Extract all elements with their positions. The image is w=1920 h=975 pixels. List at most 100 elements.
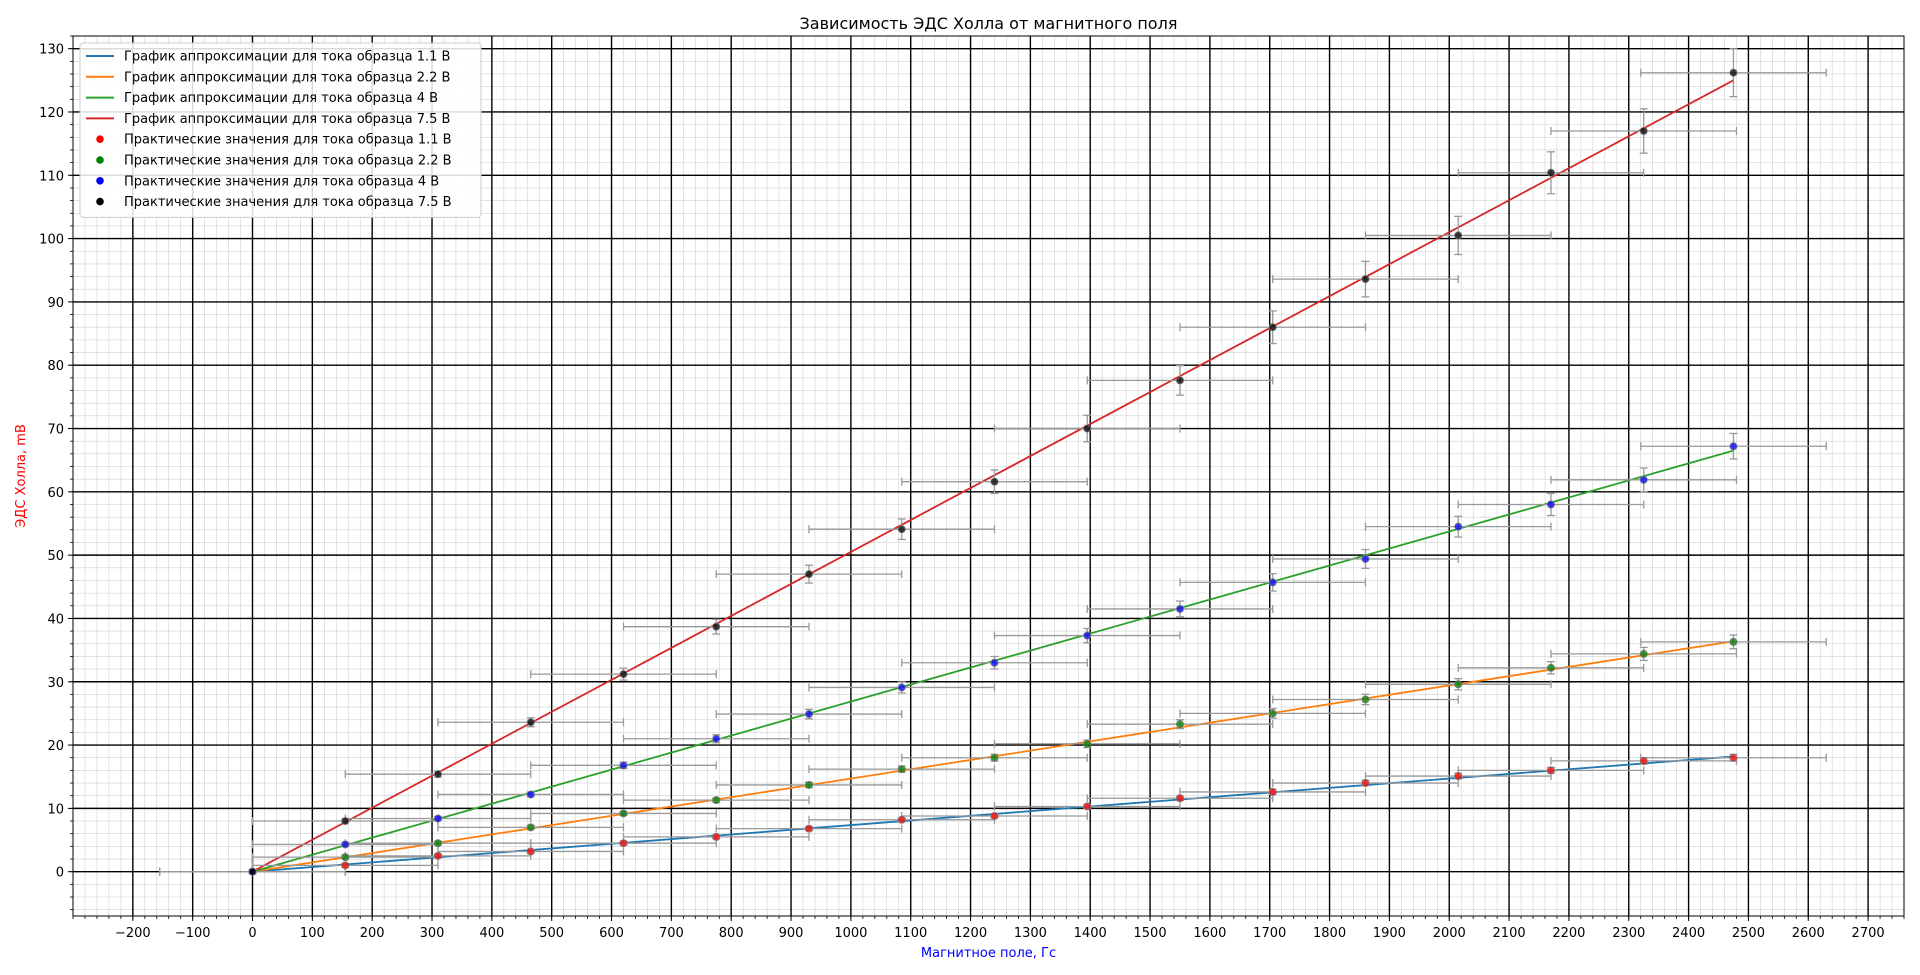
- x-tick-label: 200: [360, 926, 385, 941]
- x-tick-label: 1200: [954, 926, 987, 941]
- data-point: [1083, 802, 1092, 811]
- data-point: [1175, 376, 1184, 385]
- x-tick-label: 2500: [1732, 926, 1765, 941]
- data-point: [1361, 779, 1370, 788]
- legend-label: График аппроксимации для тока образца 4 …: [124, 91, 438, 106]
- data-point: [712, 796, 721, 805]
- data-point: [434, 839, 443, 848]
- data-points: [248, 68, 1738, 876]
- x-tick-label: 500: [539, 926, 564, 941]
- x-tick-label: 2300: [1612, 926, 1645, 941]
- y-tick-label: 30: [47, 676, 64, 691]
- x-tick-label: 800: [719, 926, 744, 941]
- legend-dot-swatch: [96, 177, 104, 185]
- data-point: [1546, 766, 1555, 775]
- data-point: [434, 851, 443, 860]
- legend-dot-swatch: [96, 156, 104, 164]
- legend-label: Практические значения для тока образца 1…: [124, 133, 452, 148]
- x-tick-label: 1100: [894, 926, 927, 941]
- x-tick-label: 1700: [1253, 926, 1286, 941]
- x-tick-label: 2000: [1433, 926, 1466, 941]
- data-point: [1268, 787, 1277, 796]
- chart-title: Зависимость ЭДС Холла от магнитного поля: [800, 14, 1178, 33]
- data-point: [1546, 500, 1555, 509]
- x-tick-label: 100: [300, 926, 325, 941]
- legend-dot-swatch: [96, 197, 104, 206]
- data-point: [434, 770, 443, 779]
- data-point: [248, 867, 257, 876]
- y-tick-label: 50: [47, 549, 64, 564]
- y-tick-label: 10: [47, 802, 64, 817]
- legend-label: Практические значения для тока образца 4…: [124, 174, 439, 189]
- data-point: [712, 622, 721, 631]
- legend: График аппроксимации для тока образца 1.…: [79, 42, 482, 218]
- x-tick-label: 2100: [1493, 926, 1526, 941]
- x-tick-label: 2600: [1792, 926, 1825, 941]
- y-tick-label: 0: [56, 866, 64, 881]
- data-point: [990, 658, 999, 667]
- x-axis-label: Магнитное поле, Гс: [921, 946, 1056, 961]
- data-point: [1454, 231, 1463, 240]
- x-tick-label: 1600: [1193, 926, 1226, 941]
- major-grid: [73, 36, 1904, 916]
- data-point: [1175, 720, 1184, 729]
- legend-label: График аппроксимации для тока образца 7.…: [124, 112, 450, 127]
- data-point: [434, 814, 443, 823]
- x-tick-label: 600: [599, 926, 624, 941]
- data-point: [990, 477, 999, 486]
- data-point: [712, 734, 721, 743]
- data-point: [341, 840, 350, 849]
- data-point: [526, 790, 535, 799]
- legend-label: Практические значения для тока образца 7…: [124, 195, 452, 210]
- legend-label: Практические значения для тока образца 2…: [124, 154, 452, 169]
- y-tick-label: 130: [39, 43, 64, 58]
- data-point: [1546, 663, 1555, 672]
- data-point: [1175, 794, 1184, 803]
- data-point: [1268, 709, 1277, 718]
- x-tick-label: 1400: [1074, 926, 1107, 941]
- data-point: [1729, 442, 1738, 451]
- data-point: [1361, 554, 1370, 563]
- legend-label: График аппроксимации для тока образца 1.…: [124, 50, 450, 65]
- data-point: [341, 853, 350, 862]
- data-point: [526, 823, 535, 832]
- x-tick-label: 700: [659, 926, 684, 941]
- fit-line: [252, 79, 1734, 873]
- data-point: [897, 525, 906, 534]
- x-tick-label: 2700: [1852, 926, 1885, 941]
- data-point: [1729, 753, 1738, 762]
- data-point: [619, 670, 628, 679]
- data-point: [804, 710, 813, 719]
- data-point: [341, 861, 350, 870]
- x-tick-label: 1800: [1313, 926, 1346, 941]
- data-point: [1639, 756, 1648, 765]
- data-point: [1639, 126, 1648, 135]
- x-tick-label: 2400: [1672, 926, 1705, 941]
- data-point: [804, 570, 813, 579]
- x-tick-label: −100: [175, 926, 211, 941]
- y-tick-label: 70: [47, 423, 64, 438]
- data-point: [1361, 695, 1370, 704]
- y-tick-label: 80: [47, 359, 64, 374]
- data-point: [1454, 522, 1463, 531]
- y-axis-label: ЭДС Холла, mВ: [14, 424, 29, 528]
- data-point: [897, 815, 906, 824]
- data-point: [619, 809, 628, 818]
- y-axis-ticks: 0 10 20 30 40 50 60 70 80 90 100 110 120 130: [39, 35, 73, 911]
- data-point: [341, 817, 350, 826]
- x-tick-label: −200: [115, 926, 151, 941]
- data-point: [1083, 739, 1092, 748]
- data-point: [1454, 772, 1463, 781]
- x-tick-label: 1900: [1373, 926, 1406, 941]
- legend-label: График аппроксимации для тока образца 2.…: [124, 70, 450, 85]
- data-point: [1729, 637, 1738, 646]
- y-tick-label: 90: [47, 296, 64, 311]
- legend-box: [79, 42, 482, 218]
- data-point: [990, 811, 999, 820]
- y-tick-label: 110: [39, 169, 64, 184]
- data-point: [1175, 604, 1184, 613]
- x-tick-label: 300: [420, 926, 445, 941]
- data-point: [1361, 275, 1370, 284]
- x-tick-label: 0: [248, 926, 256, 941]
